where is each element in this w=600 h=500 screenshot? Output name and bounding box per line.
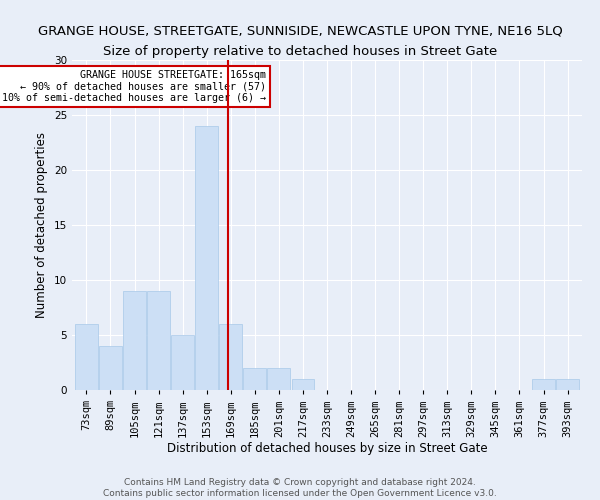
Bar — [195, 126, 218, 390]
Bar — [99, 346, 122, 390]
Y-axis label: Number of detached properties: Number of detached properties — [35, 132, 49, 318]
Text: Contains HM Land Registry data © Crown copyright and database right 2024.
Contai: Contains HM Land Registry data © Crown c… — [103, 478, 497, 498]
Text: GRANGE HOUSE STREETGATE: 165sqm
← 90% of detached houses are smaller (57)
10% of: GRANGE HOUSE STREETGATE: 165sqm ← 90% of… — [2, 70, 266, 103]
Bar — [75, 324, 98, 390]
Bar — [268, 368, 290, 390]
Bar — [532, 379, 555, 390]
Text: Size of property relative to detached houses in Street Gate: Size of property relative to detached ho… — [103, 45, 497, 58]
Text: GRANGE HOUSE, STREETGATE, SUNNISIDE, NEWCASTLE UPON TYNE, NE16 5LQ: GRANGE HOUSE, STREETGATE, SUNNISIDE, NEW… — [38, 25, 562, 38]
Bar — [556, 379, 579, 390]
Bar — [292, 379, 314, 390]
Bar — [220, 324, 242, 390]
Bar — [171, 335, 194, 390]
Bar — [123, 291, 146, 390]
Bar — [147, 291, 170, 390]
Bar — [244, 368, 266, 390]
X-axis label: Distribution of detached houses by size in Street Gate: Distribution of detached houses by size … — [167, 442, 487, 455]
